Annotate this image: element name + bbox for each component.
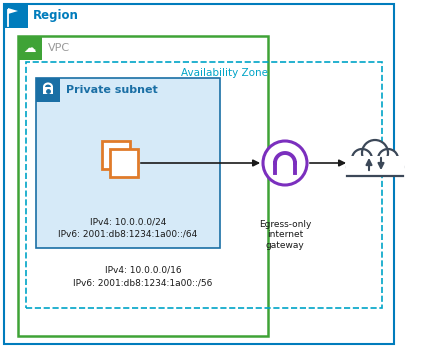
Text: IPv6: 2001:db8:1234:1a00::/64: IPv6: 2001:db8:1234:1a00::/64 <box>58 230 198 238</box>
Polygon shape <box>8 8 18 14</box>
Bar <box>36 78 220 248</box>
Bar <box>4 4 28 28</box>
Text: ☁: ☁ <box>24 41 36 54</box>
Bar <box>102 141 130 169</box>
Bar <box>110 149 138 177</box>
Bar <box>36 78 60 102</box>
Text: Egress-only
internet
gateway: Egress-only internet gateway <box>259 220 311 250</box>
Circle shape <box>263 141 307 185</box>
Bar <box>18 36 42 60</box>
Bar <box>18 36 268 336</box>
Circle shape <box>347 159 363 175</box>
Bar <box>26 62 382 308</box>
Bar <box>346 156 404 176</box>
Text: VPC: VPC <box>48 43 70 53</box>
Circle shape <box>362 140 388 166</box>
Text: IPv6: 2001:db8:1234:1a00::/56: IPv6: 2001:db8:1234:1a00::/56 <box>73 278 213 287</box>
Circle shape <box>378 149 398 169</box>
Text: IPv4: 10.0.0.0/16: IPv4: 10.0.0.0/16 <box>105 265 181 274</box>
Text: Private subnet: Private subnet <box>66 85 158 95</box>
Circle shape <box>352 149 372 169</box>
Text: Region: Region <box>33 9 79 22</box>
Text: IPv4: 10.0.0.0/24: IPv4: 10.0.0.0/24 <box>90 218 166 226</box>
Bar <box>43 87 53 94</box>
Text: Availability Zone: Availability Zone <box>181 68 268 78</box>
Bar <box>345 163 405 177</box>
Circle shape <box>387 159 403 175</box>
